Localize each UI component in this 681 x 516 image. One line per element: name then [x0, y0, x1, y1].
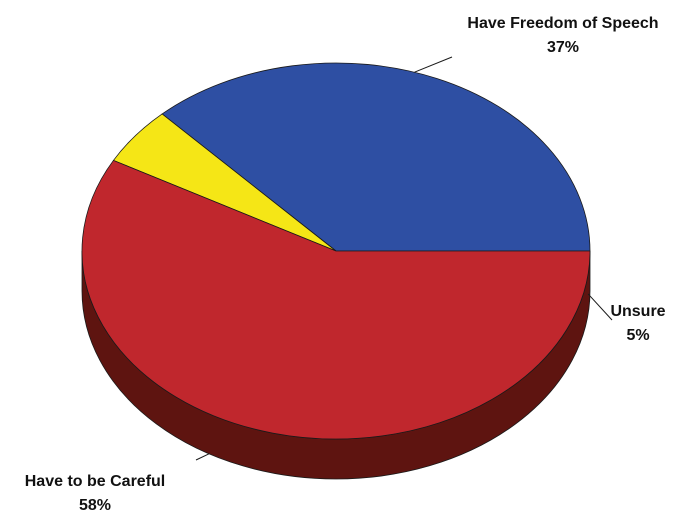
- pie-tops: [81, 62, 591, 440]
- slice-label-unsure: Unsure: [610, 303, 665, 320]
- leader-line-have-to-be-careful: [195, 453, 210, 461]
- slice-label-have-to-be-careful: Have to be Careful: [25, 473, 165, 490]
- leader-lines: [195, 56, 613, 461]
- slice-value-have-to-be-careful: 58%: [79, 497, 111, 514]
- pie-slice-have-to-be-careful: [81, 159, 591, 440]
- slice-labels: Have Freedom of Speech 37% Unsure 5% Hav…: [25, 15, 666, 514]
- pie-slice-have-freedom-of-speech: [161, 62, 591, 252]
- slice-value-unsure: 5%: [626, 327, 649, 344]
- leader-line-have-freedom-of-speech: [414, 56, 453, 73]
- slice-value-have-freedom-of-speech: 37%: [547, 39, 579, 56]
- slice-label-have-freedom-of-speech: Have Freedom of Speech: [467, 15, 658, 32]
- leader-line-unsure: [587, 293, 613, 321]
